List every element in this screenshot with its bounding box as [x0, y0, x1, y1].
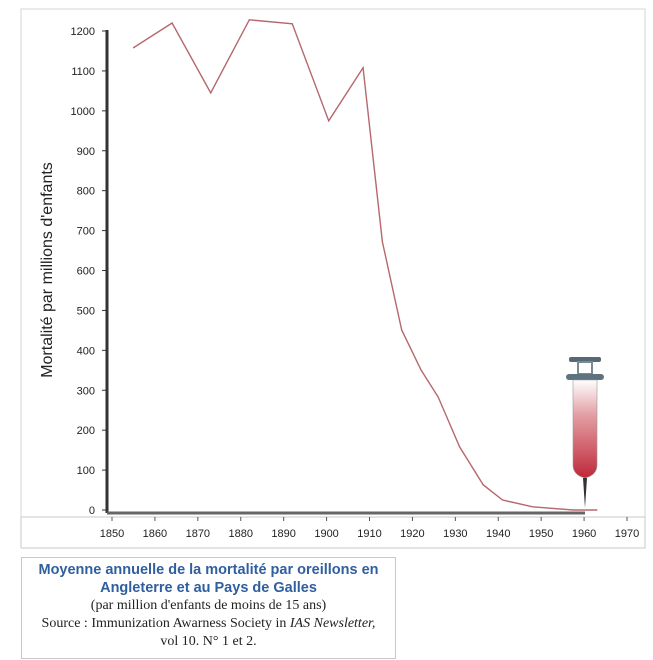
source-journal: IAS Newsletter, — [289, 616, 376, 631]
data-point — [362, 67, 364, 69]
y-tick-label: 500 — [77, 305, 95, 317]
y-axis-label: Mortalité par millions d'enfants — [39, 162, 56, 378]
caption-volume: vol 10. N° 1 et 2. — [160, 634, 257, 649]
y-tick-label: 800 — [77, 186, 95, 198]
data-point — [482, 484, 484, 486]
data-point — [420, 369, 422, 371]
x-tick-label: 1960 — [572, 528, 596, 540]
y-tick-label: 100 — [77, 465, 95, 477]
data-point — [132, 47, 135, 49]
data-point — [248, 19, 250, 21]
x-tick-label: 1930 — [443, 528, 467, 540]
y-tick-label: 1000 — [71, 106, 95, 118]
y-tick-label: 200 — [77, 425, 95, 437]
y-tick-label: 900 — [77, 146, 95, 158]
caption-source: Source : Immunization Awarness Society i… — [22, 615, 395, 633]
y-tick-label: 300 — [77, 385, 95, 397]
data-point — [437, 396, 439, 398]
x-tick-label: 1890 — [271, 528, 295, 540]
caption-subtitle: (par million d'enfants de moins de 15 an… — [90, 598, 327, 613]
x-tick-label: 1920 — [400, 528, 424, 540]
data-point — [531, 506, 534, 508]
y-tick-label: 0 — [89, 505, 95, 517]
y-tick-label: 1200 — [71, 26, 95, 38]
x-tick-label: 1970 — [615, 528, 639, 540]
x-tick-label: 1950 — [529, 528, 553, 540]
chart: 0 100 200 300 400 500 600 700 800 900 1000 1100 1200… — [20, 8, 646, 549]
figure-caption: Moyenne annuelle de la mortalité par ore… — [21, 557, 396, 659]
x-tick-label: 1870 — [186, 528, 210, 540]
plot-frame — [20, 8, 646, 518]
data-point — [501, 499, 504, 501]
syringe-icon — [566, 357, 604, 508]
y-tick-label: 400 — [77, 345, 95, 357]
data-point — [401, 329, 403, 331]
data-point — [459, 446, 461, 448]
x-tick-label: 1900 — [314, 528, 338, 540]
data-point — [328, 120, 330, 122]
data-point — [171, 22, 173, 24]
x-tick-label: 1910 — [357, 528, 381, 540]
source-text: Source : Immunization Awarness Society i… — [41, 616, 290, 631]
x-tick-label: 1940 — [486, 528, 510, 540]
data-point — [210, 92, 212, 94]
y-tick-label: 700 — [77, 226, 95, 238]
x-tick-label: 1850 — [100, 528, 124, 540]
data-point — [291, 23, 293, 25]
y-tick-label: 1100 — [71, 66, 95, 78]
x-tick-label: 1860 — [143, 528, 167, 540]
data-point — [572, 509, 574, 511]
data-point — [596, 509, 598, 511]
data-point — [381, 241, 383, 243]
x-tick-label: 1880 — [229, 528, 253, 540]
caption-title: Moyenne annuelle de la mortalité par ore… — [38, 562, 379, 596]
x-axis-band — [20, 516, 646, 549]
y-tick-label: 600 — [77, 266, 95, 278]
